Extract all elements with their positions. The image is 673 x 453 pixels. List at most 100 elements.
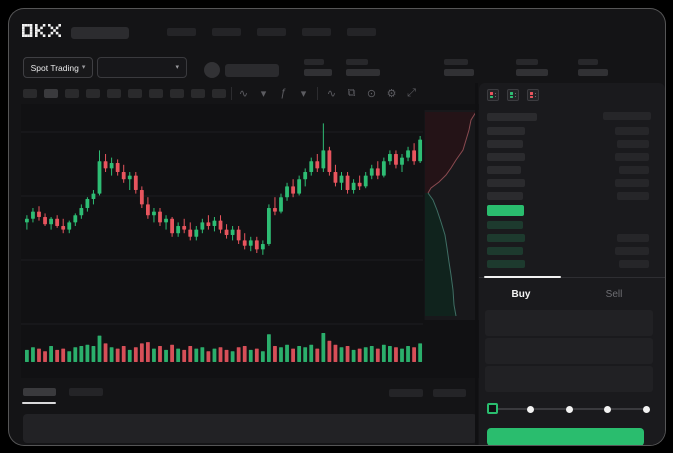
orderbook-asks-icon[interactable] [527, 89, 539, 101]
search-input[interactable] [71, 27, 129, 39]
candle-body [351, 182, 356, 190]
interval-button[interactable] [170, 89, 184, 98]
market-type-dropdown[interactable]: Spot Trading ▾ [23, 57, 93, 78]
ask-amount-placeholder[interactable] [619, 166, 649, 174]
price-chart[interactable] [21, 104, 479, 378]
volume-bar [176, 348, 181, 362]
ask-price-placeholder[interactable] [487, 127, 525, 135]
ask-amount-placeholder[interactable] [617, 192, 649, 200]
nav-item-placeholder[interactable] [257, 28, 286, 36]
compare-icon[interactable]: ⧉ [347, 86, 356, 99]
candle-body [152, 211, 156, 216]
candle-body [164, 218, 168, 223]
bid-amount-placeholder[interactable] [615, 247, 649, 255]
ask-price-placeholder[interactable] [487, 140, 523, 148]
slider-stop-dot[interactable] [643, 406, 650, 413]
buy-submit-button[interactable] [487, 428, 644, 445]
snapshot-icon[interactable]: ⊙ [366, 87, 377, 100]
settings-gear-icon[interactable]: ⚙ [386, 87, 397, 100]
ask-price-placeholder[interactable] [487, 179, 525, 187]
orderbook-header-amount[interactable] [603, 112, 651, 120]
interval-button[interactable] [107, 89, 121, 98]
candle-body [85, 199, 90, 208]
ask-amount-placeholder[interactable] [615, 153, 649, 161]
bottom-tab-active[interactable] [23, 388, 56, 396]
chevron-down-icon[interactable]: ▾ [260, 87, 267, 100]
orderbook-trade-panel: Buy Sell [479, 83, 665, 445]
fullscreen-icon[interactable]: ⤢ [407, 86, 416, 99]
candle-body [333, 172, 338, 183]
slider-stop-dot[interactable] [527, 406, 534, 413]
orderbook-bids-icon[interactable] [507, 89, 519, 101]
candle-body [273, 208, 277, 212]
depth-asks-line [427, 111, 477, 194]
bid-price-placeholder[interactable] [487, 260, 525, 268]
bid-price-placeholder[interactable] [487, 221, 523, 229]
volume-bar [236, 347, 241, 362]
trade-form-input[interactable] [485, 366, 653, 392]
nav-item-placeholder[interactable] [302, 28, 331, 36]
tab-buy[interactable]: Buy [479, 284, 563, 304]
orderbook-header-price[interactable] [487, 113, 537, 121]
ask-amount-placeholder[interactable] [615, 127, 649, 135]
volume-bar [25, 349, 29, 362]
ask-amount-placeholder[interactable] [617, 140, 649, 148]
depth-bids-line [427, 192, 457, 317]
interval-button[interactable] [212, 89, 226, 98]
candle-body [418, 139, 423, 162]
candle-body [242, 240, 247, 246]
pair-name-placeholder[interactable] [225, 64, 279, 77]
candle-body [260, 244, 265, 250]
stat-label-placeholder [346, 59, 368, 65]
interval-button[interactable] [65, 89, 79, 98]
volume-bar [369, 346, 374, 362]
interval-button[interactable] [86, 89, 100, 98]
trade-form-input[interactable] [485, 310, 653, 336]
nav-item-placeholder[interactable] [347, 28, 376, 36]
volume-bar [139, 343, 144, 362]
interval-button[interactable] [128, 89, 142, 98]
ask-price-placeholder[interactable] [487, 166, 521, 174]
chart-style-icon[interactable]: ∿ [238, 87, 249, 100]
stat-value-placeholder [346, 69, 380, 76]
candle-body [97, 161, 102, 194]
chevron-down-icon[interactable]: ▾ [300, 87, 307, 100]
trade-form-input[interactable] [485, 338, 653, 364]
volume-bar [212, 348, 217, 362]
bottom-tab[interactable] [69, 388, 103, 396]
orderbook-both-icon[interactable] [487, 89, 499, 101]
ask-price-placeholder[interactable] [487, 192, 523, 200]
volume-bar [279, 347, 283, 362]
candle-body [321, 150, 326, 169]
bid-price-placeholder[interactable] [487, 247, 523, 255]
slider-stop-dot[interactable] [604, 406, 611, 413]
interval-button[interactable] [191, 89, 205, 98]
interval-button[interactable] [44, 89, 58, 98]
nav-item-placeholder[interactable] [167, 28, 196, 36]
candle-body [139, 190, 144, 205]
ask-amount-placeholder[interactable] [615, 179, 649, 187]
bid-amount-placeholder[interactable] [619, 260, 649, 268]
orderbook-view-toggles [487, 89, 539, 101]
indicators-fx-icon[interactable]: ƒ [280, 87, 287, 99]
okx-logo[interactable] [22, 24, 61, 37]
orders-table-placeholder[interactable] [23, 414, 477, 443]
bid-price-placeholder[interactable] [487, 234, 525, 242]
last-price-highlight[interactable] [487, 205, 524, 216]
slider-stop-dot[interactable] [566, 406, 573, 413]
candle-body [297, 179, 302, 194]
bottom-action-button[interactable] [389, 389, 423, 397]
bid-amount-placeholder[interactable] [617, 234, 649, 242]
pair-select-dropdown[interactable]: ▾ [97, 57, 187, 78]
amount-slider-handle[interactable] [487, 403, 498, 414]
interval-button[interactable] [23, 89, 37, 98]
nav-item-placeholder[interactable] [212, 28, 241, 36]
bottom-action-button[interactable] [433, 389, 466, 397]
volume-bar [309, 344, 314, 362]
line-tool-icon[interactable]: ∿ [326, 87, 337, 100]
interval-button[interactable] [149, 89, 163, 98]
volume-bar [109, 347, 114, 362]
tab-sell[interactable]: Sell [563, 284, 665, 304]
volume-bar [121, 346, 126, 362]
ask-price-placeholder[interactable] [487, 153, 525, 161]
